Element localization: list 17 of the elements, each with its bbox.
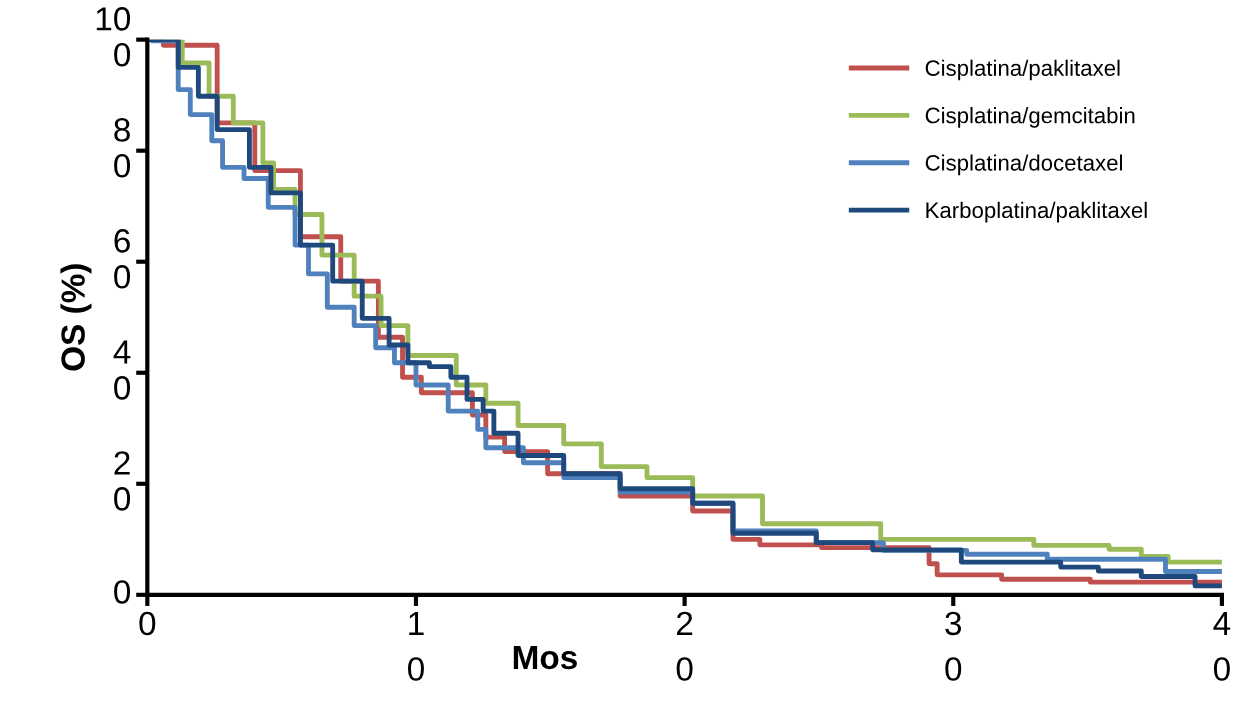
legend-label: Cisplatina/gemcitabin [925,107,1135,128]
x-tick-label: 3 0 [945,611,962,681]
y-tick-label: 2 0 [114,451,131,511]
x-tick-label: 4 0 [1213,612,1231,681]
x-tick-label: 2 0 [676,611,693,681]
y-axis-title: OS (%) [60,264,92,371]
x-axis-title: Mos [513,646,577,670]
y-tick-label: 8 0 [114,118,131,178]
x-tick-label: 1 0 [408,612,424,681]
legend-label: Cisplatina/paklitaxel [925,59,1120,81]
y-tick-label: 6 0 [114,229,131,289]
legend-label: Cisplatina/docetaxel [925,154,1122,176]
legend-label: Karboplatina/paklitaxel [926,201,1147,223]
y-tick-label: 10 0 [96,7,131,67]
y-tick-label: 0 [114,580,131,604]
y-tick-label: 4 0 [113,340,131,400]
x-tick-label: 0 [139,611,156,636]
